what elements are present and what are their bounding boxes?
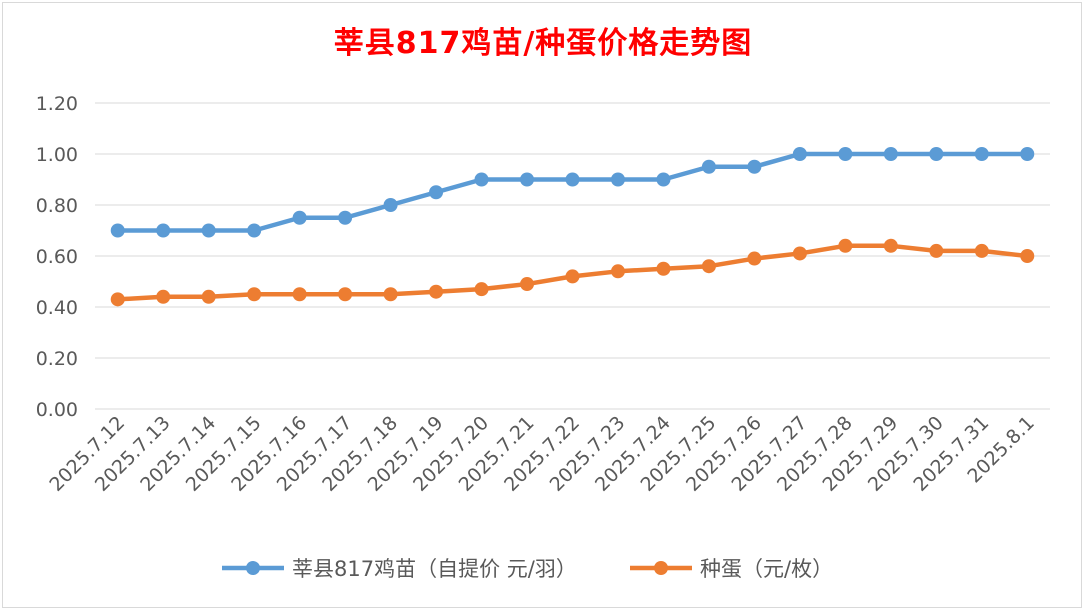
data-point [429,185,444,200]
data-point [565,172,580,187]
data-point [247,287,262,302]
legend-item: 莘县817鸡苗（自提价 元/羽） [222,557,577,581]
data-point [292,287,307,302]
series-0 [110,147,1035,238]
y-axis-ticks: 0.00 0.20 0.40 0.60 0.80 1.00 1.20 [36,93,78,421]
data-point [156,223,171,238]
data-point [656,261,671,276]
data-point [201,223,216,238]
data-point [110,223,125,238]
legend-label: 莘县817鸡苗（自提价 元/羽） [292,557,577,581]
legend-item: 种蛋（元/枚） [630,557,833,581]
data-point [520,172,535,187]
data-point [883,238,898,253]
gridlines [95,102,1050,410]
y-tick-label: 0.40 [36,297,78,319]
data-point [701,159,716,174]
data-point [929,243,944,258]
data-point [383,287,398,302]
data-point [338,210,353,225]
y-tick-label: 0.00 [36,399,78,421]
data-point [838,238,853,253]
data-point [292,210,307,225]
data-point [610,172,625,187]
data-point [701,259,716,274]
data-point [747,159,762,174]
data-point [1020,147,1035,161]
data-point [474,172,489,187]
data-point [1020,249,1035,263]
data-point [792,246,807,261]
data-point [838,147,853,161]
legend-label: 种蛋（元/枚） [700,557,833,581]
x-axis-ticks: 2025.7.122025.7.132025.7.142025.7.152025… [45,412,1038,496]
data-point [974,147,989,161]
data-point [974,243,989,258]
chart-title: 莘县817鸡苗/种蛋价格走势图 [333,26,753,61]
data-point [110,292,125,307]
y-tick-label: 0.80 [36,195,78,217]
data-point [747,251,762,266]
legend-marker [654,561,668,575]
data-point [201,289,216,304]
data-point [338,287,353,302]
y-tick-label: 0.20 [36,348,78,370]
data-point [792,147,807,161]
legend: 莘县817鸡苗（自提价 元/羽） 种蛋（元/枚） [222,557,833,581]
data-point [383,198,398,212]
data-point [520,277,535,292]
data-point [429,284,444,299]
data-point [883,147,898,161]
data-point [156,289,171,304]
y-tick-label: 1.20 [36,93,78,115]
y-tick-label: 0.60 [36,246,78,268]
data-point [656,172,671,187]
data-point [610,264,625,279]
data-point [474,282,489,297]
series-lines [110,147,1035,307]
series-1 [110,238,1035,307]
series-line [115,151,1030,233]
y-tick-label: 1.00 [36,144,78,166]
legend-marker [246,561,260,575]
data-point [929,147,944,161]
data-point [565,269,580,284]
data-point [247,223,262,238]
